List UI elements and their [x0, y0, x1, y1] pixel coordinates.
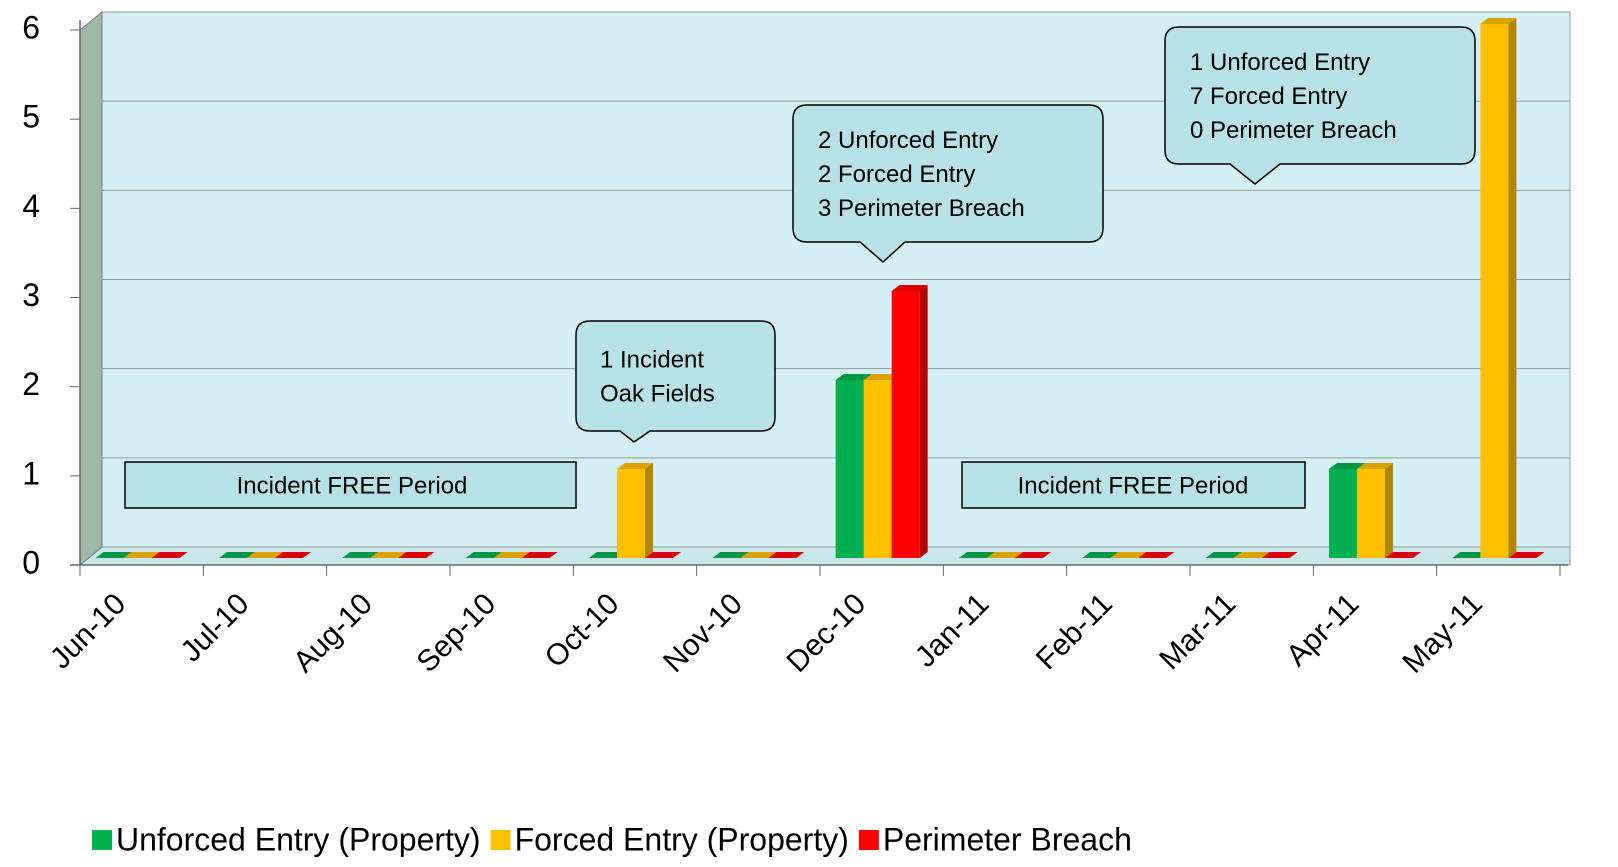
callout-text: 7 Forced Entry	[1190, 83, 1347, 110]
y-tick-label: 2	[22, 366, 40, 402]
bar	[892, 291, 920, 558]
callout-text: 2 Unforced Entry	[818, 127, 998, 154]
y-tick-label: 4	[22, 188, 40, 224]
bar-side	[645, 463, 653, 558]
x-tick-label: Sep-10	[410, 587, 502, 679]
legend-swatch	[859, 830, 879, 850]
y-tick-label: 0	[22, 544, 40, 580]
x-tick-label: May-11	[1396, 587, 1488, 679]
page: 0 1 2 3 4 5 6 Jun-10 Jul-10 Aug-10 Sep-10 Oct-10 Nov…	[0, 0, 1618, 867]
x-tick-label: Oct-10	[539, 587, 626, 674]
y-tick-label: 1	[22, 455, 40, 491]
x-tick-label: Nov-10	[657, 587, 749, 679]
x-tick-label: Feb-11	[1030, 587, 1119, 676]
callout-text: 0 Perimeter Breach	[1190, 117, 1397, 144]
legend-swatch	[491, 830, 511, 850]
bar	[1480, 24, 1508, 558]
x-tick-label: Dec-10	[780, 587, 872, 679]
chart: 0 1 2 3 4 5 6 Jun-10 Jul-10 Aug-10 Sep-10 Oct-10 Nov…	[0, 0, 1618, 867]
x-tick-label: Jun-10	[44, 587, 132, 675]
bar	[617, 469, 645, 558]
legend-label: Perimeter Breach	[883, 821, 1132, 857]
callout-text: 2 Forced Entry	[818, 161, 975, 188]
legend-label: Forced Entry (Property)	[515, 821, 849, 857]
x-tick-label: Mar-11	[1153, 587, 1242, 676]
legend-swatch	[92, 830, 112, 850]
legend-label: Unforced Entry (Property)	[116, 821, 481, 857]
callout-text: 1 Unforced Entry	[1190, 49, 1370, 76]
callout-text: Incident FREE Period	[237, 472, 468, 499]
x-tick-label: Jul-10	[174, 587, 255, 668]
bar	[864, 380, 892, 558]
y-tick-label: 6	[22, 9, 40, 45]
bar-side	[1385, 463, 1393, 558]
x-tick-label: Aug-10	[287, 587, 379, 679]
bar	[836, 380, 864, 558]
bar	[1357, 469, 1385, 558]
callout-text: Oak Fields	[600, 380, 715, 407]
y-tick-label: 3	[22, 277, 40, 313]
callout-text: Incident FREE Period	[1018, 472, 1249, 499]
y-tick-label: 5	[22, 99, 40, 135]
callout-text: 3 Perimeter Breach	[818, 195, 1025, 222]
x-tick-label: Jan-11	[909, 587, 996, 674]
bar-side	[920, 285, 928, 558]
x-tick-label: Apr-11	[1280, 587, 1365, 672]
callout-text: 1 Incident	[600, 346, 704, 373]
bar	[1329, 469, 1357, 558]
bar-side	[1508, 18, 1516, 558]
side-wall	[80, 12, 102, 565]
